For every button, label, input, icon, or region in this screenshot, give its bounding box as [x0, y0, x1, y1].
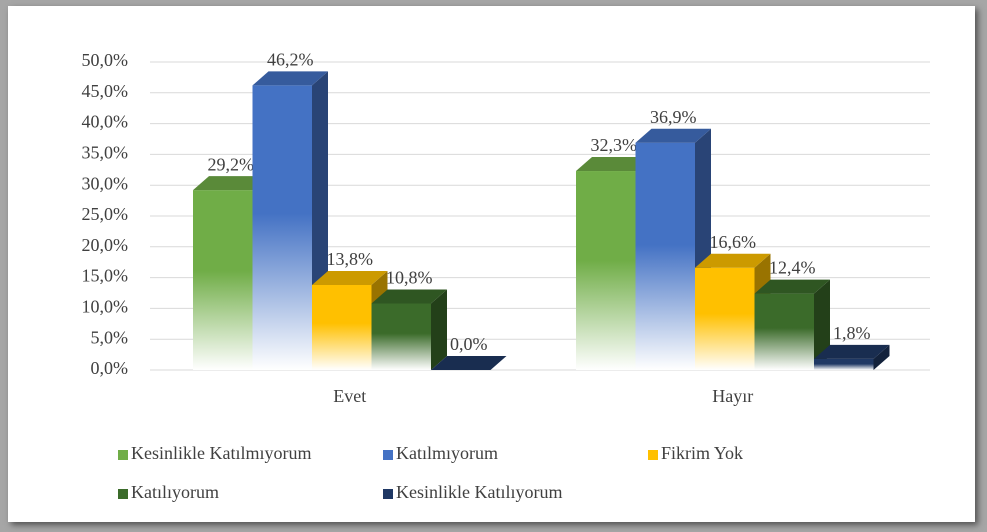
bar-top	[431, 356, 507, 370]
bar-front	[754, 293, 814, 370]
data-label: 16,6%	[710, 232, 757, 252]
y-tick-label: 25,0%	[82, 204, 129, 224]
y-tick-label: 20,0%	[82, 235, 129, 255]
y-tick-label: 15,0%	[82, 266, 129, 286]
y-tick-label: 10,0%	[82, 297, 129, 317]
data-label: 29,2%	[208, 154, 255, 174]
legend-swatch	[118, 450, 128, 460]
data-label: 12,4%	[769, 258, 816, 278]
chart-frame: 0,0% 5,0% 10,0% 15,0% 20,0% 25,0% 30,0% 35,0% 40…	[8, 6, 975, 522]
y-tick-label: 35,0%	[82, 143, 129, 163]
bar-top	[814, 344, 890, 359]
legend-label: Kesinlikle Katılıyorum	[396, 482, 562, 502]
data-label: 10,8%	[386, 268, 433, 288]
data-label: 36,9%	[650, 107, 697, 127]
bar-top	[312, 270, 388, 285]
x-tick-label: Hayır	[712, 386, 753, 406]
bar-front	[252, 85, 312, 371]
bar-top	[193, 176, 269, 191]
x-tick-label: Evet	[333, 386, 366, 406]
bar-top	[371, 289, 447, 304]
bar-top	[695, 253, 771, 268]
data-label: 13,8%	[327, 249, 374, 269]
legend-swatch	[648, 450, 658, 460]
legend-swatch	[383, 489, 393, 499]
y-tick-label: 5,0%	[91, 327, 129, 347]
bar-top	[754, 279, 830, 294]
legend-swatch	[383, 450, 393, 460]
bar-top	[635, 128, 711, 143]
y-tick-label: 50,0%	[82, 50, 129, 70]
data-label: 32,3%	[591, 135, 638, 155]
legend-label: Katılmıyorum	[396, 443, 498, 463]
bar-front	[635, 142, 695, 370]
bar-front	[814, 358, 874, 370]
bar-front	[193, 190, 253, 370]
bar-front	[312, 284, 372, 370]
legend-label: Katılıyorum	[131, 482, 219, 502]
data-label: 46,2%	[267, 50, 314, 70]
y-tick-label: 45,0%	[82, 81, 129, 101]
y-tick-label: 40,0%	[82, 112, 129, 132]
legend-swatch	[118, 489, 128, 499]
bar-side	[814, 279, 830, 370]
legend-label: Kesinlikle Katılmıyorum	[131, 443, 311, 463]
y-tick-label: 30,0%	[82, 173, 129, 193]
bar-top	[576, 157, 652, 172]
bar-side	[431, 289, 447, 370]
bar-top	[252, 71, 328, 86]
bar-front	[576, 171, 636, 370]
bar-side	[873, 344, 890, 370]
y-tick-label: 0,0%	[91, 358, 129, 378]
legend-label: Fikrim Yok	[661, 443, 743, 463]
data-label: 0,0%	[450, 334, 488, 354]
bar-front	[371, 303, 431, 370]
bar-front	[695, 267, 755, 370]
data-label: 1,8%	[833, 323, 871, 343]
